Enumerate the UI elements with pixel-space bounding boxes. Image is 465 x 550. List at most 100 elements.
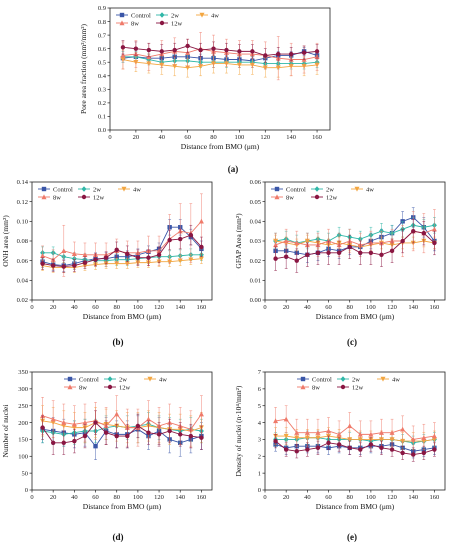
data-point (250, 49, 255, 54)
y-tick-label: 0 (25, 487, 28, 494)
data-point (146, 430, 151, 435)
series-line (122, 45, 318, 56)
data-point (133, 46, 139, 51)
data-point (421, 230, 427, 236)
x-tick-label: 0 (263, 494, 266, 501)
y-tick-label: 6 (258, 386, 262, 393)
data-point (283, 238, 289, 244)
data-point (389, 447, 395, 452)
x-tick-label: 100 (366, 494, 376, 501)
data-point (146, 255, 151, 260)
legend-marker (354, 186, 360, 192)
legend-label: 8w (312, 384, 320, 391)
legend-marker (274, 186, 280, 192)
panel-e: 0 20 40 60 80 100 120 140 160 0 1 2 3 4 5 6 7 Distance fr… (234, 369, 446, 542)
data-point (177, 258, 183, 264)
legend-marker (159, 20, 165, 26)
legend-item-4w: 4w (196, 12, 219, 19)
x-tick-label: 20 (283, 494, 290, 501)
data-point (294, 430, 300, 435)
x-tick-label: 160 (430, 304, 440, 311)
y-tick-label: 0.6 (98, 46, 107, 53)
data-point (167, 237, 172, 243)
data-point (283, 416, 289, 422)
series-12w (120, 38, 320, 63)
data-point (410, 436, 416, 442)
data-point (358, 447, 363, 452)
legend-label: 2w (326, 186, 334, 193)
data-point (368, 431, 374, 437)
data-point (198, 411, 204, 417)
data-point (326, 250, 331, 255)
x-tick-label: 100 (235, 134, 245, 141)
x-tick-label: 120 (154, 304, 164, 311)
series-line (275, 230, 435, 262)
y-tick-label: 4 (258, 420, 262, 427)
x-tick-label: 80 (113, 494, 120, 501)
legend-label: Control (79, 376, 99, 383)
x-tick-label: 80 (113, 304, 120, 311)
legend-marker (300, 376, 306, 382)
x-tick-label: 140 (175, 304, 185, 311)
data-point (185, 65, 191, 71)
y-tick-label: 0.7 (98, 32, 107, 39)
x-tick-label: 20 (283, 304, 290, 311)
series-line (42, 252, 202, 262)
y-tick-label: 0.06 (250, 179, 262, 186)
data-point (211, 46, 216, 51)
y-tick-label: 0.06 (17, 258, 29, 265)
data-point (156, 252, 162, 257)
data-point (172, 47, 177, 53)
x-tick-label: 20 (50, 494, 57, 501)
data-point (40, 261, 45, 266)
series-line (275, 435, 435, 442)
data-point (159, 49, 164, 54)
x-tick-label: 140 (175, 494, 185, 501)
legend-marker (340, 384, 346, 390)
legend-item-control: Control (297, 376, 332, 383)
data-point (378, 430, 384, 435)
data-point (357, 431, 363, 437)
x-tick-label: 80 (210, 134, 217, 141)
data-point (114, 411, 120, 417)
data-point (82, 252, 88, 257)
data-point (273, 256, 278, 261)
y-axis-label: Density of nuclei (n·10⁴/mm²) (234, 385, 243, 476)
legend-marker (67, 376, 73, 382)
data-point (61, 248, 67, 254)
y-tick-label: 0.04 (250, 219, 262, 226)
data-point (188, 433, 194, 439)
data-point (178, 236, 183, 242)
data-point (61, 264, 66, 269)
data-point (315, 445, 321, 451)
legend-marker (81, 194, 87, 200)
data-point (198, 64, 204, 69)
data-point (72, 438, 77, 444)
legend-label: 8w (131, 20, 139, 27)
data-point (237, 49, 242, 54)
legend-item-12w: 12w (156, 20, 183, 27)
legend-label: 8w (79, 384, 87, 391)
y-tick-label: 0.9 (98, 5, 106, 12)
data-point (120, 52, 126, 58)
legend-item-2w: 2w (104, 376, 127, 383)
x-tick-label: 80 (346, 494, 353, 501)
data-point (283, 433, 289, 439)
data-point (120, 45, 126, 50)
legend-label: 12w (119, 384, 131, 391)
data-point (224, 47, 229, 53)
y-tick-label: 0.04 (17, 278, 29, 285)
data-point (368, 442, 374, 447)
y-axis-label: Pore area fraction (mm²/mm²) (79, 23, 88, 114)
panel-b: 0 20 40 60 80 100 120 140 160 0.02 0.04 0.06 0.08 0.1… (1, 179, 213, 347)
data-point (172, 64, 178, 69)
series-line (275, 437, 435, 444)
series-line (275, 216, 435, 256)
data-point (336, 431, 342, 437)
data-point (283, 254, 289, 259)
legend-label: 2w (171, 12, 179, 19)
legend-label: 4w (392, 376, 400, 383)
x-tick-label: 120 (387, 304, 397, 311)
x-tick-label: 20 (133, 134, 140, 141)
